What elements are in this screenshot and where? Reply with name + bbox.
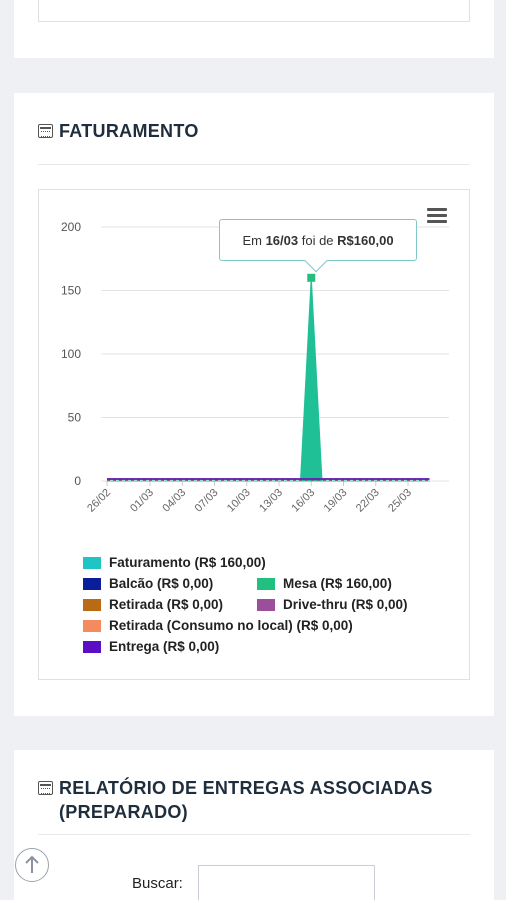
legend-label: Retirada (R$ 0,00)	[109, 597, 224, 612]
x-tick-label: 10/03	[225, 487, 253, 515]
chart-canvas: 0 50 100 150 200 26/02 01/03 04/03 07/03 10/03 13/…	[61, 220, 449, 515]
legend-label: Drive-thru (R$ 0,00)	[283, 597, 408, 612]
faturamento-title-text: FATURAMENTO	[59, 121, 199, 141]
legend-item-balcao[interactable]: Balcão (R$ 0,00)	[83, 576, 245, 591]
legend-swatch	[83, 577, 101, 590]
legend-item-mesa[interactable]: Mesa (R$ 160,00)	[257, 576, 392, 591]
legend-swatch	[257, 577, 275, 590]
legend-label: Faturamento (R$ 160,00)	[109, 555, 266, 570]
y-tick-label: 150	[61, 284, 81, 298]
x-tick-label: 16/03	[289, 487, 317, 515]
tooltip-middle: foi de	[301, 232, 334, 248]
faturamento-divider	[38, 164, 470, 165]
y-tick-label: 200	[61, 220, 81, 234]
y-tick-label: 100	[61, 347, 81, 361]
legend-label: Entrega (R$ 0,00)	[109, 639, 220, 654]
legend-item-drive-thru[interactable]: Drive-thru (R$ 0,00)	[257, 597, 408, 612]
arrow-up-circle-icon[interactable]	[15, 848, 49, 882]
relatorio-title: RELATÓRIO DE ENTREGAS ASSOCIADAS (PREPAR…	[38, 776, 458, 824]
legend-item-retirada-consumo[interactable]: Retirada (Consumo no local) (R$ 0,00)	[83, 618, 353, 633]
previous-card-box	[38, 0, 470, 22]
series-area	[107, 277, 430, 482]
x-tick-label: 25/03	[386, 487, 414, 515]
legend-item-entrega[interactable]: Entrega (R$ 0,00)	[83, 639, 219, 654]
legend-label: Balcão (R$ 0,00)	[109, 576, 214, 591]
relatorio-title-text: RELATÓRIO DE ENTREGAS ASSOCIADAS (PREPAR…	[59, 778, 433, 822]
legend-swatch	[83, 556, 101, 569]
calendar-icon	[38, 124, 53, 138]
hamburger-menu-icon[interactable]	[427, 208, 447, 224]
x-tick-label: 22/03	[354, 487, 382, 515]
x-tick-label: 26/02	[85, 487, 113, 515]
x-tick-label: 19/03	[322, 487, 350, 515]
x-tick-label: 13/03	[257, 487, 285, 515]
chart-tooltip: Em 16/03 foi de R$160,00	[219, 219, 417, 273]
y-tick-label: 50	[68, 411, 82, 425]
x-tick-label: 04/03	[160, 487, 188, 515]
legend-swatch	[257, 598, 275, 611]
legend-label: Retirada (Consumo no local) (R$ 0,00)	[109, 618, 353, 633]
faturamento-chart: 0 50 100 150 200 26/02 01/03 04/03 07/03 10/03 13/…	[38, 189, 470, 680]
legend-label: Mesa (R$ 160,00)	[283, 576, 392, 591]
data-point-marker	[307, 273, 316, 282]
relatorio-divider	[38, 834, 470, 835]
relatorio-card: RELATÓRIO DE ENTREGAS ASSOCIADAS (PREPAR…	[14, 750, 494, 900]
search-input[interactable]	[198, 865, 375, 900]
tooltip-value: R$160,00	[337, 232, 394, 248]
faturamento-title: FATURAMENTO	[38, 119, 199, 143]
tooltip-prefix: Em	[242, 232, 262, 248]
legend-item-faturamento[interactable]: Faturamento (R$ 160,00)	[83, 555, 266, 570]
x-tick-label: 01/03	[128, 487, 156, 515]
calendar-icon	[38, 781, 53, 795]
legend-swatch	[83, 598, 101, 611]
legend-item-retirada[interactable]: Retirada (R$ 0,00)	[83, 597, 245, 612]
y-tick-label: 0	[74, 474, 81, 488]
tooltip-date: 16/03	[265, 232, 299, 248]
chart-legend: Faturamento (R$ 160,00) Balcão (R$ 0,00)…	[83, 552, 420, 657]
faturamento-card: FATURAMENTO 0 50 100 150 200 26/02 01/03 04/03 0…	[14, 93, 494, 716]
legend-swatch	[83, 619, 101, 632]
x-tick-label: 07/03	[193, 487, 221, 515]
legend-swatch	[83, 640, 101, 653]
previous-card	[14, 0, 494, 58]
series-area	[107, 277, 430, 482]
search-label: Buscar:	[132, 875, 183, 892]
